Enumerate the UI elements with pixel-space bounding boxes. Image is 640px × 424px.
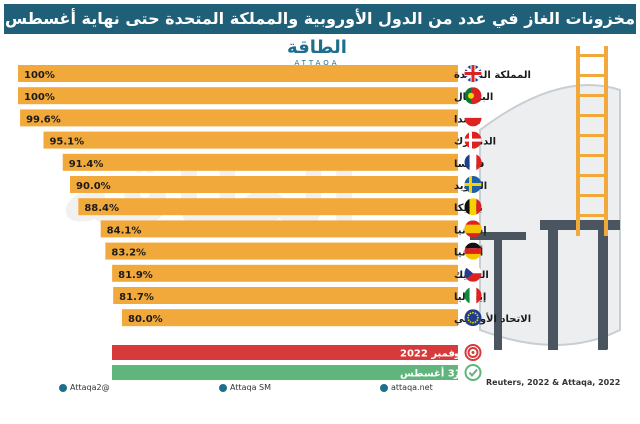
bar (20, 109, 459, 127)
target-icon (464, 344, 482, 361)
attaqa-logo: الطاقة ATTAQA (262, 38, 372, 70)
legend-achieved-band (112, 365, 458, 380)
belgium-flag-icon (464, 198, 482, 216)
bar-row: ألمانيا83.2% (105, 242, 483, 260)
bar-row: التشيك81.9% (112, 264, 489, 282)
eu-flag-icon (464, 309, 482, 327)
bar (18, 65, 458, 82)
bar-value-label: 91.4% (69, 159, 104, 170)
bar-value-label: 81.9% (118, 270, 153, 281)
gas-tank-illustration (470, 46, 621, 350)
portugal-flag-icon (464, 87, 482, 105)
legend-achieved-text: الوصول إلى مستوى 80% في 31 أغسطس (400, 367, 611, 380)
france-flag-icon (464, 153, 482, 171)
bar (113, 287, 458, 304)
bar-value-label: 90.0% (76, 181, 111, 192)
facebook-icon (219, 384, 227, 392)
bar (100, 220, 459, 238)
bar-value-label: 95.1% (49, 137, 84, 148)
poland-flag-icon (464, 109, 482, 127)
web-icon (380, 384, 388, 392)
source-note: Reuters, 2022 & Attaqa, 2022 (486, 378, 621, 387)
bar-row: المملكة المتحدة 100% (18, 65, 531, 82)
page-title: مخزونات الغاز في عدد من الدول الأوروبية … (4, 4, 636, 58)
bar-row: فرنسا91.4% (62, 153, 484, 171)
italy-flag-icon (464, 287, 482, 304)
bar-row: البرتغال100% (18, 87, 493, 105)
bar (105, 242, 459, 260)
bar-value-label: 100% (24, 92, 55, 103)
check-icon (464, 364, 482, 381)
footer-twitter[interactable]: @Attaqa2 (70, 383, 110, 392)
bar (18, 87, 458, 105)
bar-value-label: 84.1% (107, 225, 142, 236)
bar-value-label: 81.7% (119, 292, 154, 303)
bar (122, 309, 458, 327)
germany-flag-icon (464, 242, 482, 260)
bar (112, 264, 459, 282)
bar (62, 153, 458, 171)
logo-name: الطاقة (287, 37, 347, 58)
bar-value-label: 100% (24, 70, 55, 81)
twitter-icon (59, 384, 67, 392)
logo-subtitle: ATTAQA (294, 59, 340, 67)
spain-flag-icon (464, 220, 482, 238)
footer-facebook[interactable]: Attaqa SM (230, 383, 272, 392)
bar (78, 198, 458, 216)
bar-value-label: 88.4% (84, 203, 119, 214)
legend-achieved: الإنجازالوصول إلى مستوى 80% في 31 أغسطس (112, 364, 611, 381)
sweden-flag-icon (464, 176, 482, 193)
legend-target-band (112, 345, 458, 360)
bar-row: بلجيكا88.4% (78, 198, 483, 216)
legend-target: الهدفوصول المخزونات الأوروبية إلى 80% بح… (112, 344, 640, 361)
bar-value-label: 80.0% (128, 314, 163, 325)
footer-web[interactable]: attaqa.net (391, 383, 433, 392)
bar-row: إسبانيا84.1% (100, 220, 487, 238)
legend-target-text: وصول المخزونات الأوروبية إلى 80% بحلول ن… (400, 347, 640, 360)
bar (43, 131, 458, 149)
bar (70, 176, 458, 193)
bar-row: بولندا99.6% (20, 109, 482, 127)
bar-row: السويد90.0% (70, 176, 487, 193)
bar-row: الدنمارك95.1% (43, 131, 496, 149)
bar-row: إيطاليا81.7% (113, 287, 486, 304)
denmark-flag-icon (464, 131, 482, 149)
bar-category-label: المملكة المتحدة (454, 70, 531, 81)
bar-value-label: 99.6% (26, 114, 61, 125)
bar-value-label: 83.2% (111, 248, 146, 259)
